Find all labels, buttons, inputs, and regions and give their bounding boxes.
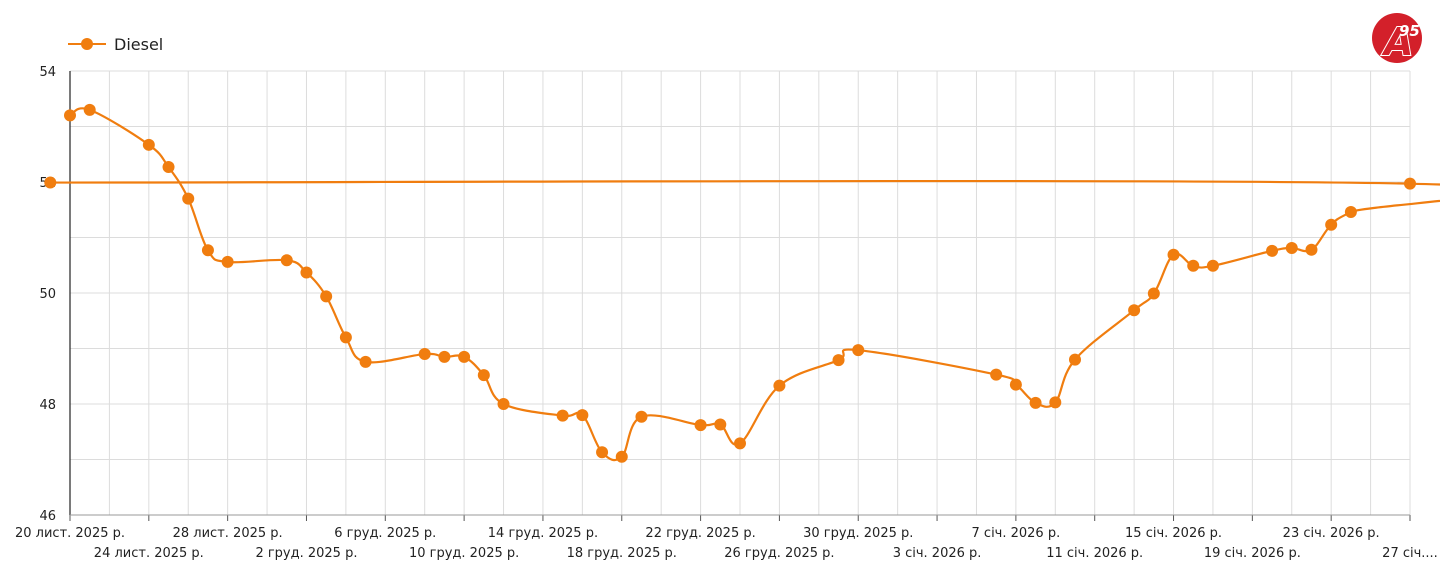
- data-point: [320, 290, 333, 303]
- series-diesel: [44, 103, 1440, 463]
- data-point: [142, 138, 155, 151]
- data-point: [201, 244, 214, 257]
- data-point: [438, 350, 451, 363]
- data-point: [832, 354, 845, 367]
- data-point: [576, 409, 589, 422]
- data-point: [556, 409, 569, 422]
- data-point: [1167, 248, 1180, 261]
- legend[interactable]: Diesel: [68, 32, 163, 56]
- data-point: [1404, 177, 1416, 190]
- y-tick-label: 54: [39, 65, 56, 80]
- data-point: [162, 161, 175, 174]
- x-tick-label: 7 січ. 2026 р.: [972, 526, 1061, 541]
- data-point: [280, 254, 293, 267]
- x-tick-label: 22 груд. 2025 р.: [645, 526, 755, 541]
- a95-logo: A 95: [1358, 12, 1424, 66]
- x-tick-label: 14 груд. 2025 р.: [488, 526, 598, 541]
- data-point: [852, 344, 865, 357]
- data-point: [221, 255, 234, 268]
- data-point: [1206, 259, 1219, 272]
- data-point: [1009, 378, 1022, 391]
- legend-series-label: Diesel: [114, 34, 164, 54]
- x-tick-label: 15 січ. 2026 р.: [1125, 526, 1222, 541]
- x-tick-label: 6 груд. 2025 р.: [334, 526, 436, 541]
- x-tick-label: 11 січ. 2026 р.: [1046, 546, 1143, 561]
- legend-series-marker: [68, 34, 106, 54]
- data-point: [1147, 287, 1160, 300]
- x-axis-labels: 20 лист. 2025 р. 24 лист. 2025 р. 28 лист.…: [15, 526, 1438, 561]
- data-point: [497, 398, 510, 410]
- data-point: [1325, 218, 1338, 231]
- data-point: [635, 410, 648, 423]
- data-point: [477, 369, 490, 382]
- x-tick-label: 30 груд. 2025 р.: [803, 526, 913, 541]
- y-tick-label: 46: [39, 509, 56, 524]
- x-tick-label: 3 січ. 2026 р.: [893, 546, 982, 561]
- data-point: [1069, 353, 1081, 366]
- a95-logo-graphic: A 95: [1372, 13, 1422, 65]
- data-point: [1128, 304, 1141, 317]
- data-point: [1029, 396, 1042, 409]
- x-tick-label: 27 січ....: [1382, 546, 1438, 561]
- data-point: [773, 379, 786, 392]
- logo-letter: A: [1381, 20, 1413, 64]
- data-point: [714, 418, 727, 431]
- y-tick-label: 50: [39, 287, 56, 302]
- data-point: [44, 176, 57, 189]
- y-axis-labels: 4648505254: [39, 65, 56, 524]
- data-point: [1305, 243, 1318, 256]
- x-tick-label: 2 груд. 2025 р.: [255, 546, 357, 561]
- data-point: [615, 450, 628, 463]
- data-point: [1344, 205, 1357, 218]
- x-tick-label: 18 груд. 2025 р.: [567, 546, 677, 561]
- x-tick-label: 23 січ. 2026 р.: [1283, 526, 1380, 541]
- x-tick-label: 24 лист. 2025 р.: [94, 546, 204, 561]
- data-point: [418, 348, 431, 361]
- data-point: [1187, 259, 1200, 272]
- data-point: [694, 419, 707, 432]
- x-tick-label: 20 лист. 2025 р.: [15, 526, 125, 541]
- data-point: [1266, 244, 1279, 257]
- x-tick-label: 19 січ. 2026 р.: [1204, 546, 1301, 561]
- data-point: [1049, 396, 1062, 409]
- series-line: [50, 107, 1440, 462]
- data-point: [300, 266, 313, 279]
- x-tick-label: 28 лист. 2025 р.: [173, 526, 283, 541]
- data-point: [83, 103, 96, 116]
- data-point: [182, 192, 195, 205]
- data-point: [1285, 242, 1298, 255]
- data-point: [339, 331, 352, 344]
- logo-number: 95: [1399, 22, 1420, 40]
- data-point: [596, 446, 609, 459]
- x-tick-label: 10 груд. 2025 р.: [409, 546, 519, 561]
- x-tick-label: 26 груд. 2025 р.: [724, 546, 834, 561]
- data-point: [458, 350, 471, 363]
- axes: [69, 71, 1411, 521]
- y-tick-label: 48: [39, 398, 56, 413]
- data-point: [64, 109, 76, 122]
- data-point: [734, 437, 746, 450]
- data-point: [359, 355, 372, 368]
- data-point: [990, 368, 1003, 381]
